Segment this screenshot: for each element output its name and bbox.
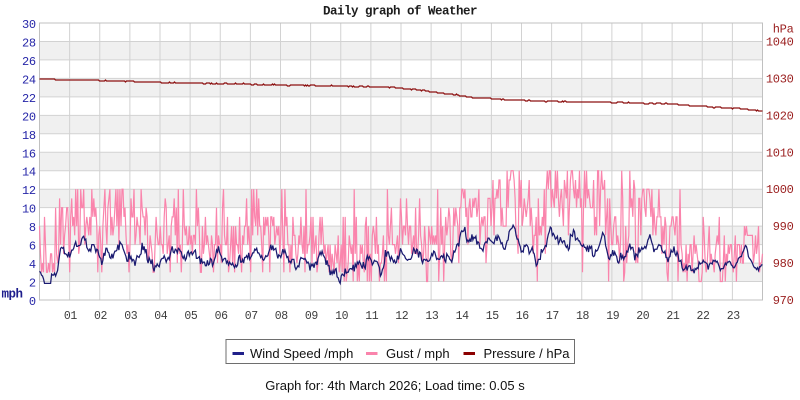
svg-text:Graph for: 4th March 2026; Loa: Graph for: 4th March 2026; Load time: 0.…	[265, 378, 525, 393]
svg-text:22: 22	[696, 310, 710, 323]
svg-text:mph: mph	[2, 288, 23, 302]
svg-text:03: 03	[124, 310, 138, 323]
svg-text:4: 4	[29, 258, 36, 272]
svg-text:01: 01	[64, 310, 78, 323]
svg-text:10: 10	[335, 310, 349, 323]
svg-text:14: 14	[22, 166, 36, 180]
svg-text:05: 05	[184, 310, 198, 323]
svg-text:11: 11	[365, 310, 379, 323]
svg-text:1010: 1010	[766, 146, 794, 160]
svg-text:14: 14	[456, 310, 470, 323]
svg-text:1030: 1030	[766, 72, 794, 86]
svg-text:10: 10	[22, 203, 36, 217]
svg-text:6: 6	[29, 240, 36, 254]
svg-text:0: 0	[29, 295, 36, 309]
svg-text:Wind Speed /mph: Wind Speed /mph	[250, 346, 353, 361]
svg-text:30: 30	[22, 18, 36, 32]
svg-text:12: 12	[395, 310, 409, 323]
svg-text:17: 17	[546, 310, 559, 323]
svg-text:19: 19	[606, 310, 620, 323]
svg-text:1020: 1020	[766, 109, 794, 123]
svg-text:970: 970	[773, 294, 794, 308]
svg-text:22: 22	[22, 92, 36, 106]
svg-text:08: 08	[275, 310, 289, 323]
svg-text:09: 09	[305, 310, 319, 323]
svg-text:15: 15	[486, 310, 500, 323]
svg-text:1000: 1000	[766, 183, 794, 197]
svg-text:2: 2	[29, 277, 36, 291]
svg-text:20: 20	[22, 110, 36, 124]
svg-text:12: 12	[22, 184, 36, 198]
svg-text:16: 16	[22, 147, 36, 161]
svg-text:23: 23	[727, 310, 741, 323]
svg-text:16: 16	[516, 310, 530, 323]
svg-text:990: 990	[773, 220, 794, 234]
svg-text:1040: 1040	[766, 36, 794, 50]
svg-text:18: 18	[22, 129, 36, 143]
svg-text:21: 21	[666, 310, 680, 323]
svg-text:04: 04	[154, 310, 168, 323]
svg-text:Pressure / hPa: Pressure / hPa	[484, 346, 571, 361]
svg-text:28: 28	[22, 37, 36, 51]
svg-text:02: 02	[94, 310, 108, 323]
svg-text:Gust / mph: Gust / mph	[386, 346, 450, 361]
svg-text:8: 8	[29, 221, 36, 235]
svg-text:24: 24	[22, 73, 36, 87]
svg-text:26: 26	[22, 55, 36, 69]
svg-text:20: 20	[636, 310, 650, 323]
svg-text:hPa: hPa	[773, 23, 794, 37]
svg-text:18: 18	[576, 310, 590, 323]
svg-text:13: 13	[425, 310, 439, 323]
svg-text:980: 980	[773, 257, 794, 271]
svg-text:06: 06	[215, 310, 229, 323]
svg-text:07: 07	[245, 310, 258, 323]
svg-text:Daily graph of Weather: Daily graph of Weather	[323, 5, 477, 19]
